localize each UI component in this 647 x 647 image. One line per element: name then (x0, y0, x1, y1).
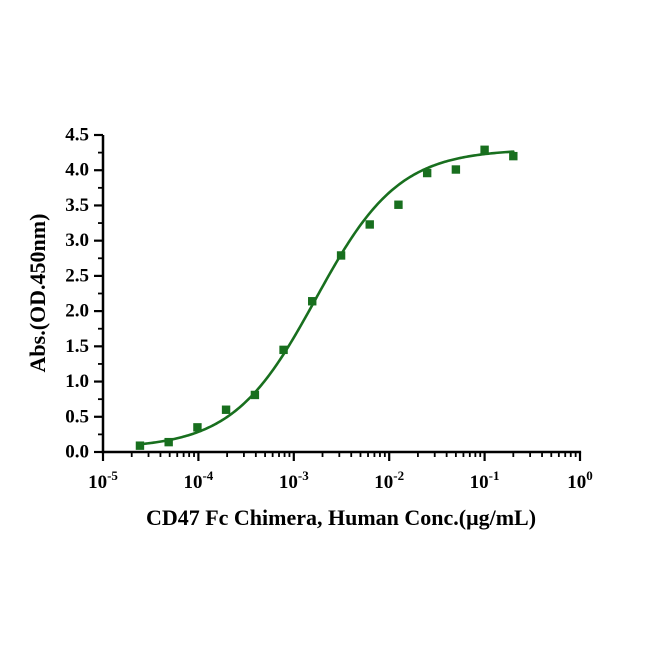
fit-curve (138, 150, 515, 446)
y-axis-title: Abs.(OD.450nm) (25, 213, 50, 373)
y-tick-label: 4.5 (65, 125, 89, 146)
x-tick-label: 10-4 (183, 468, 213, 493)
data-point-marker (394, 200, 403, 209)
x-tick-label: 10-1 (470, 468, 500, 493)
y-tick-label: 3.0 (65, 230, 89, 251)
data-point-marker (451, 165, 461, 174)
y-tick-label: 3.5 (65, 195, 89, 216)
data-point-marker (480, 145, 489, 154)
y-tick-label: 1.0 (65, 371, 89, 392)
data-point-marker (250, 390, 260, 400)
x-axis-title: CD47 Fc Chimera, Human Conc.(μg/mL) (145, 505, 537, 530)
y-tick-label: 0.0 (65, 442, 89, 463)
data-point-marker (336, 251, 346, 260)
x-tick-label: 10-3 (279, 468, 309, 493)
x-tick-label: 10-2 (374, 468, 404, 493)
data-point-marker (509, 151, 518, 161)
data-point-marker (308, 297, 317, 306)
data-point-marker (135, 441, 145, 450)
y-tick-label: 2.0 (65, 301, 89, 322)
y-tick-label: 2.5 (65, 265, 89, 286)
y-tick-label: 1.5 (65, 336, 89, 357)
data-point-marker (279, 345, 288, 355)
data-point-marker (422, 168, 432, 178)
y-tick-label: 4.0 (65, 160, 89, 181)
data-point-marker (164, 437, 173, 447)
data-point-marker (221, 405, 231, 414)
y-tick-label: 0.5 (65, 406, 89, 427)
x-tick-label: 10-5 (88, 468, 118, 493)
data-point-marker (193, 423, 202, 432)
data-point-marker (365, 220, 374, 229)
x-tick-label: 100 (567, 468, 593, 493)
